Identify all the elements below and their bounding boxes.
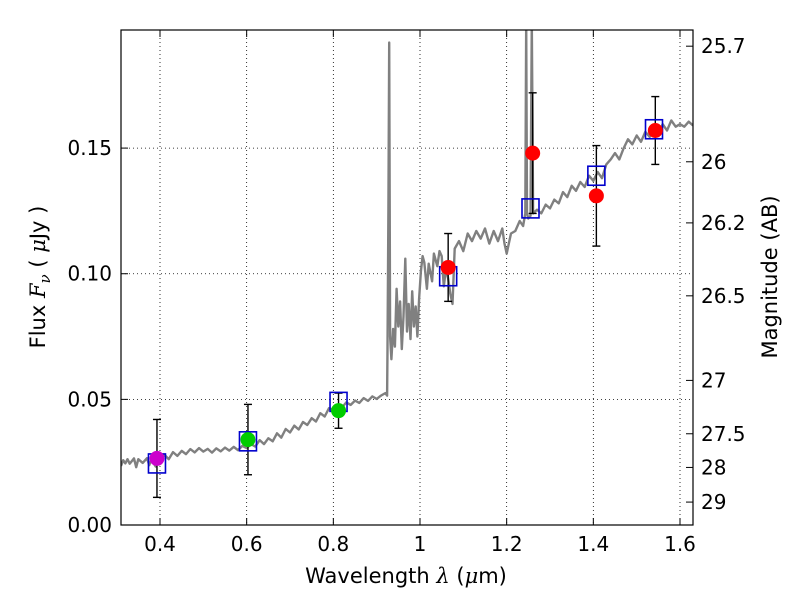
observed-point: [440, 259, 456, 275]
y2-tick-label: 26: [701, 150, 726, 174]
x-axis-ticks: 0.4 0.6 0.8 1 1.2 1.4 1.6: [144, 30, 696, 556]
observed-point: [240, 432, 256, 448]
x-axis-label-unit-mu: μ: [465, 564, 479, 588]
model-spectrum: [121, 30, 693, 469]
x-axis-label-unit-rest: m): [478, 564, 507, 588]
y-tick-label: 0.05: [67, 387, 112, 411]
y2-tick-label: 26.2: [701, 211, 746, 235]
y-tick-label: 0.00: [67, 513, 112, 537]
model-photometry-markers: [147, 118, 664, 474]
y2-tick-label: 27.5: [701, 422, 746, 446]
y2-axis-ticks: 25.7 26 26.2 26.5 27 27.5 28 29: [686, 34, 746, 514]
model-photometry-square: [587, 165, 606, 187]
y-axis-label: Flux Fν ( μJy ): [26, 206, 54, 349]
y-axis-ticks: 0.00 0.05 0.10 0.15: [67, 136, 128, 537]
observed-point: [149, 450, 165, 466]
y-tick-label: 0.10: [67, 262, 112, 286]
y-axis-label-unit-rest: Jy ): [26, 206, 50, 242]
x-axis-label-prefix: Wavelength: [305, 564, 436, 588]
y2-tick-label: 26.5: [701, 284, 746, 308]
model-photometry-square: [521, 198, 540, 219]
observed-point: [331, 403, 347, 419]
observed-point: [588, 188, 604, 204]
x-tick-label: 1.4: [577, 532, 609, 556]
y-axis-label-sub: ν: [36, 274, 54, 283]
x-tick-label: 0.4: [144, 532, 176, 556]
y2-tick-label: 25.7: [701, 34, 746, 58]
x-axis-label: Wavelength λ (μm): [305, 564, 507, 588]
y2-tick-label: 27: [701, 368, 726, 392]
y-axis-label-symbol: F: [26, 282, 50, 299]
y-axis-label-unit-open: (: [26, 253, 50, 275]
x-tick-label: 0.6: [231, 532, 263, 556]
y-tick-label: 0.15: [67, 136, 112, 160]
y2-tick-label: 28: [701, 455, 726, 479]
x-tick-label: 1: [414, 532, 427, 556]
observed-point: [647, 123, 663, 139]
y2-axis-label: Magnitude (AB): [758, 195, 782, 358]
plot-frame: [120, 29, 694, 526]
x-axis-label-unit-open: (: [450, 564, 465, 588]
observed-photometry-markers: [149, 123, 663, 466]
spectrum-line: [121, 30, 693, 469]
y2-tick-label: 29: [701, 490, 726, 514]
x-tick-label: 0.8: [317, 532, 349, 556]
x-axis-label-symbol: λ: [435, 564, 449, 588]
x-tick-label: 1.2: [491, 532, 523, 556]
x-tick-label: 1.6: [664, 532, 696, 556]
observed-point: [525, 145, 541, 161]
y-axis-label-unit-mu: μ: [26, 239, 50, 253]
model-photometry-square: [238, 431, 258, 452]
y-axis-label-prefix: Flux: [26, 298, 50, 348]
